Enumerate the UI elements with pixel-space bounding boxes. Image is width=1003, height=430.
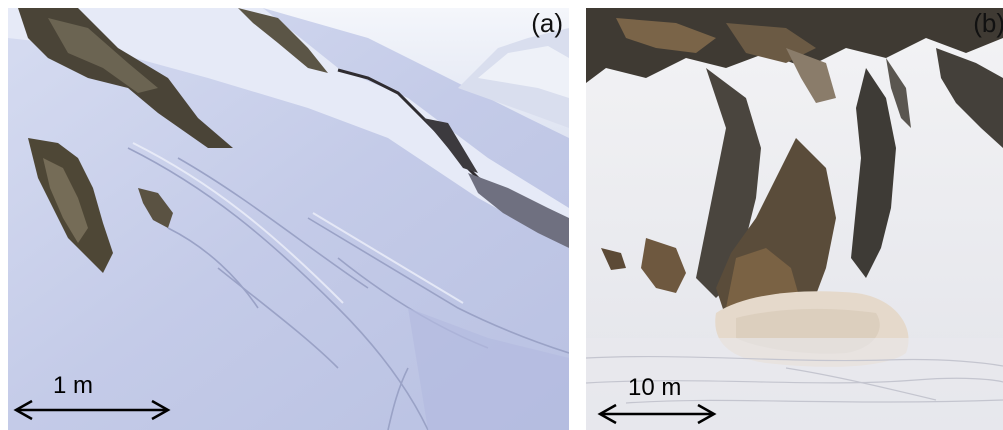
snow-slope-photo-a [8, 8, 569, 430]
scale-arrow-b [597, 403, 717, 425]
photo-panel-a: (a) 1 m [8, 8, 569, 430]
scale-bar-label-a: 1 m [53, 372, 94, 399]
scale-arrow-a [13, 399, 171, 421]
panel-label-b: (b) [973, 8, 1003, 38]
panel-label-a: (a) [531, 8, 563, 38]
scale-bar-label-b: 10 m [628, 374, 682, 401]
avalanche-gully-photo-b [586, 8, 1003, 430]
photo-panel-b: (b) 10 m [586, 8, 1003, 430]
